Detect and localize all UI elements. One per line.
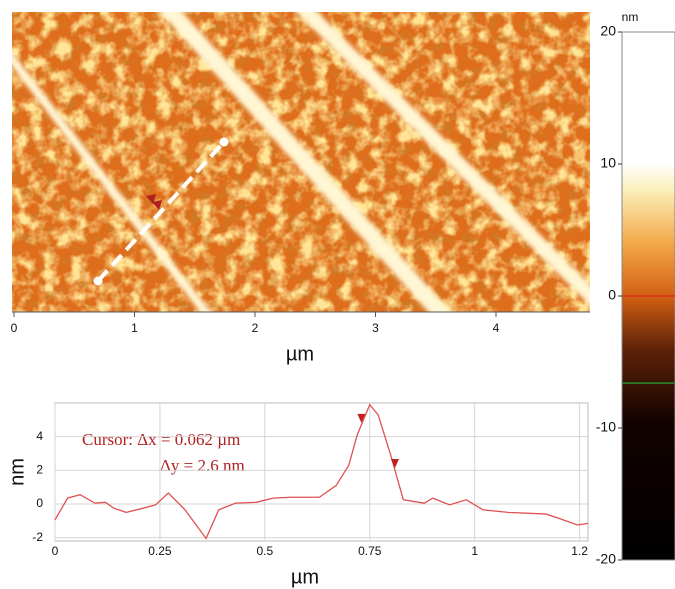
- x-axis-label: µm: [286, 343, 314, 365]
- x-tick-label: 1.2: [571, 544, 588, 558]
- x-tick-label: 3: [372, 321, 379, 335]
- y-axis-label: nm: [6, 458, 28, 486]
- cursor-marker: [390, 459, 399, 469]
- afm-image: [12, 12, 590, 312]
- x-tick-label: 2: [252, 321, 259, 335]
- x-tick-label: 0.75: [358, 544, 382, 558]
- y-tick-label: 2: [36, 462, 43, 476]
- annotation: Cursor: Δx = 0.062 µm: [82, 430, 240, 449]
- plot-area: [54, 402, 589, 542]
- colorbar-unit: nm: [622, 10, 639, 24]
- y-tick-label: -2: [32, 530, 43, 544]
- x-axis-label: µm: [291, 566, 319, 588]
- x-tick-label: 4: [493, 321, 500, 335]
- colorbar-tick-label: 10: [600, 155, 616, 171]
- profile-line: [96, 140, 226, 283]
- cursor-marker: [357, 413, 366, 423]
- x-tick-label: 0.25: [148, 544, 172, 558]
- x-tick-label: 0.5: [256, 544, 273, 558]
- profile-line: [54, 403, 589, 540]
- y-tick-label: 0: [36, 496, 43, 510]
- colorbar-tick-label: -10: [596, 419, 616, 435]
- x-tick-label: 0: [52, 544, 59, 558]
- y-tick-label: 4: [36, 429, 43, 443]
- x-tick-label: 1: [471, 544, 478, 558]
- profile-end: [219, 137, 229, 147]
- x-tick-label: 1: [131, 321, 138, 335]
- colorbar-tick-label: 0: [608, 287, 616, 303]
- colorbar-tick-label: 20: [600, 23, 616, 39]
- image-cursor: [146, 194, 162, 210]
- colorbar-tick-label: -20: [596, 551, 616, 567]
- x-tick-label: 0: [11, 321, 18, 335]
- annotation: Δy = 2.6 nm: [160, 456, 245, 475]
- profile-end: [93, 276, 103, 286]
